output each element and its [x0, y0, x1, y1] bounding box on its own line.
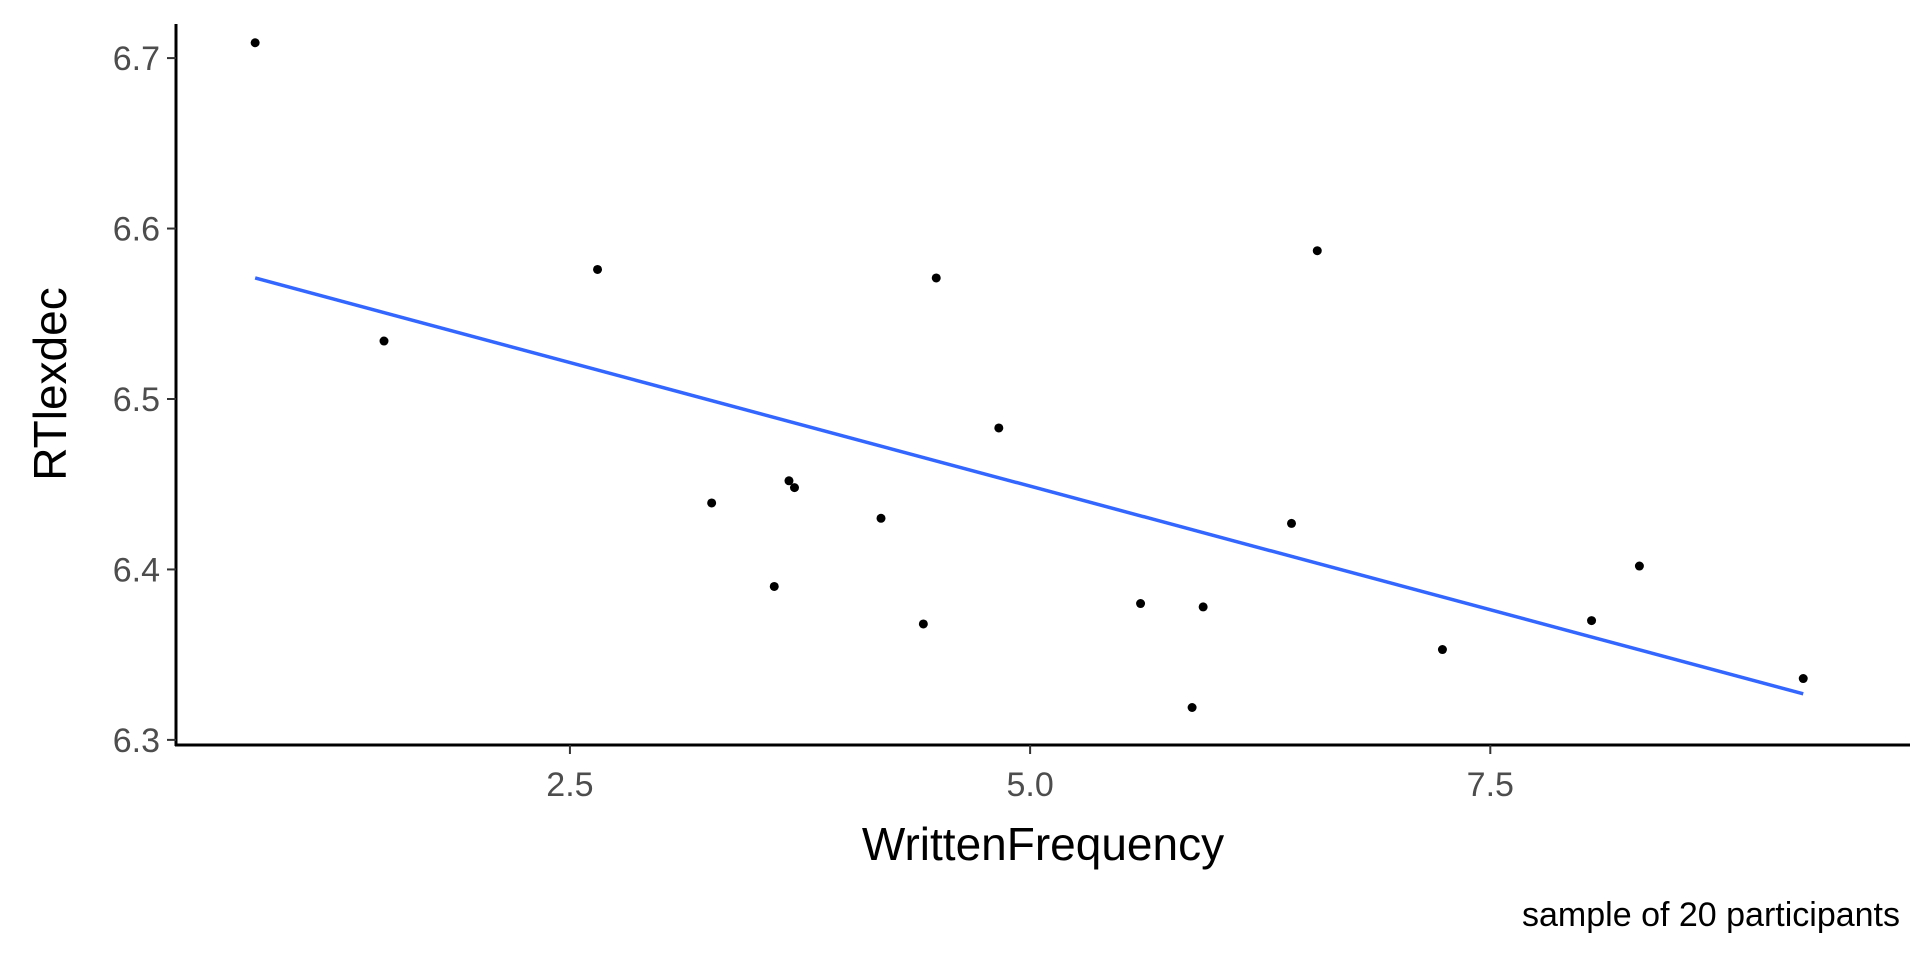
x-axis-title: WrittenFrequency [862, 818, 1224, 870]
data-point [379, 336, 389, 346]
data-point [1437, 645, 1447, 655]
x-tick-label: 5.0 [1006, 766, 1053, 804]
data-point [1198, 602, 1208, 612]
data-point [994, 423, 1004, 433]
data-point [918, 619, 928, 629]
data-point [784, 476, 794, 486]
data-point [789, 483, 799, 493]
y-tick-label: 6.3 [113, 722, 160, 760]
points-group [250, 38, 1808, 713]
x-tick-label: 2.5 [546, 766, 593, 804]
data-point [707, 498, 717, 508]
y-tick-label: 6.7 [113, 40, 160, 78]
data-point [931, 273, 941, 283]
data-point [250, 38, 260, 48]
data-point [1287, 518, 1297, 528]
y-tick-label: 6.6 [113, 211, 160, 249]
data-point [593, 264, 603, 274]
data-point [1136, 599, 1146, 609]
data-point [1587, 616, 1597, 626]
data-point [1187, 703, 1197, 713]
axes [174, 24, 1910, 747]
regression-line [254, 276, 1804, 696]
y-axis-title: RTlexdec [24, 287, 76, 480]
data-point [876, 513, 886, 523]
data-point [1312, 246, 1322, 256]
chart-caption: sample of 20 participants [1522, 896, 1900, 934]
y-tick-label: 6.4 [113, 551, 160, 589]
data-point [769, 581, 779, 591]
fit-line-group [254, 276, 1804, 696]
y-tick-label: 6.5 [113, 381, 160, 419]
data-point [1798, 674, 1808, 684]
x-ticks: 2.5 5.0 7.5 [546, 745, 1514, 804]
x-tick-label: 7.5 [1467, 766, 1514, 804]
y-ticks: 6.3 6.4 6.5 6.6 6.7 [113, 40, 176, 760]
data-point [1634, 561, 1644, 571]
